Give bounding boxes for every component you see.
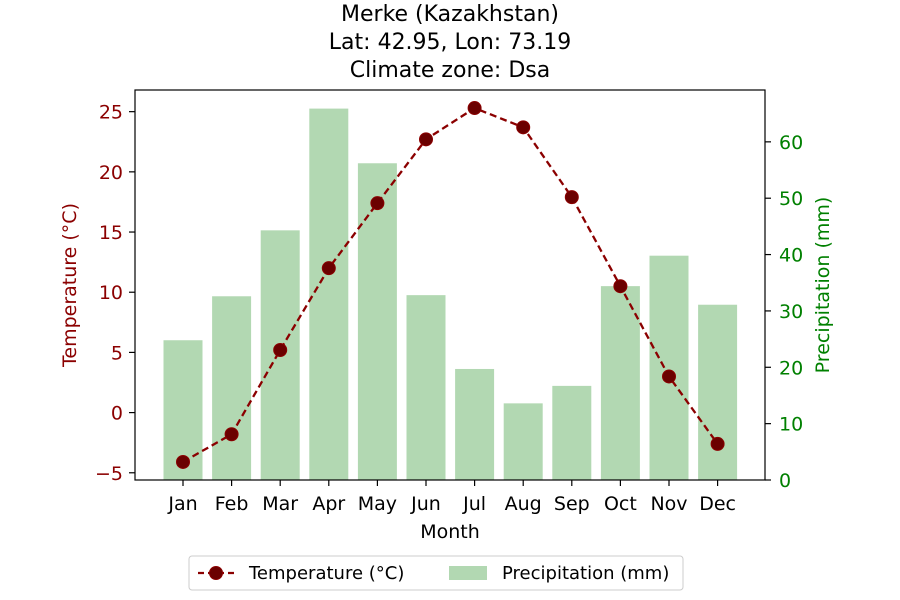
x-axis-label: Month [420, 521, 480, 543]
temperature-point-jul [467, 101, 482, 116]
precipitation-axis: 0 10 20 30 40 50 60 [765, 132, 803, 492]
temperature-point-jun [419, 132, 433, 147]
precipitation-bar-may [357, 163, 397, 480]
precip-tick-label: 10 [779, 414, 803, 436]
temp-tick-label: 15 [99, 222, 123, 244]
precipitation-bar-jun [406, 295, 446, 480]
legend-temperature-marker [209, 566, 223, 580]
precip-tick-label: 20 [779, 357, 803, 379]
temp-tick-label: 0 [111, 403, 123, 425]
title-line-1: Merke (Kazakhstan) [341, 2, 559, 27]
temperature-point-nov [662, 369, 676, 384]
precip-tick-label: 60 [779, 132, 803, 154]
y-axis-right-label: Precipitation (mm) [812, 197, 834, 374]
temperature-point-sep [564, 190, 579, 205]
month-tick-label: Feb [215, 493, 249, 515]
precipitation-bar-jul [455, 368, 495, 480]
temperature-line [176, 101, 725, 469]
plot-frame [134, 89, 766, 481]
month-tick-label: Jan [167, 493, 197, 515]
precipitation-bar-aug [503, 403, 543, 480]
temp-tick-label: 25 [99, 102, 123, 124]
legend-precipitation-label: Precipitation (mm) [502, 563, 669, 584]
precipitation-bar-nov [649, 255, 689, 480]
precipitation-bar-sep [552, 385, 592, 480]
title-line-2: Lat: 42.95, Lon: 73.19 [329, 30, 571, 55]
month-tick-label: Jun [410, 493, 441, 515]
y-axis-left-label: Temperature (°C) [59, 203, 81, 368]
temp-tick-label: 20 [99, 162, 123, 184]
temperature-point-oct [613, 279, 628, 294]
temp-tick-label: 5 [111, 342, 123, 364]
month-tick-label: Aug [505, 493, 542, 515]
precipitation-bar-feb [212, 296, 252, 480]
precipitation-bar-oct [600, 286, 640, 480]
title-line-3: Climate zone: Dsa [350, 58, 550, 83]
temperature-point-feb [224, 427, 239, 442]
month-tick-label: Jul [462, 493, 486, 515]
month-tick-label: May [358, 493, 397, 515]
precip-tick-label: 40 [779, 245, 803, 267]
precip-tick-label: 30 [779, 301, 803, 323]
legend-precipitation-swatch [449, 566, 487, 580]
temperature-point-dec [710, 436, 725, 451]
month-tick-label: Nov [650, 493, 687, 515]
legend-box [188, 555, 684, 591]
precipitation-bar-apr [309, 108, 349, 480]
temp-tick-label: 10 [99, 282, 123, 304]
month-tick-label: Dec [699, 493, 736, 515]
temperature-point-aug [516, 120, 531, 135]
temperature-axis: −5 0 5 10 15 20 25 [95, 102, 135, 485]
temp-tick-label: −5 [95, 463, 123, 485]
legend-temperature-label: Temperature (°C) [248, 563, 404, 584]
temperature-point-apr [321, 261, 336, 276]
month-axis: Jan Feb Mar Apr May Jun Jul Aug Sep Oct Nov Dec [167, 480, 736, 515]
precip-tick-label: 0 [779, 470, 791, 492]
precipitation-bar-dec [698, 304, 738, 480]
temperature-point-jan [176, 454, 190, 469]
precip-tick-label: 50 [779, 188, 803, 210]
month-tick-label: Oct [604, 493, 637, 515]
month-tick-label: Sep [554, 493, 590, 515]
chart-title: Merke (Kazakhstan) Lat: 42.95, Lon: 73.1… [329, 2, 571, 83]
month-tick-label: Mar [262, 493, 298, 515]
month-tick-label: Apr [312, 493, 345, 515]
temperature-point-mar [273, 343, 288, 357]
legend: Temperature (°C) Precipitation (mm) [188, 555, 684, 591]
temperature-series-line [182, 106, 719, 463]
precipitation-bars [163, 108, 738, 480]
temperature-point-may [370, 196, 385, 211]
